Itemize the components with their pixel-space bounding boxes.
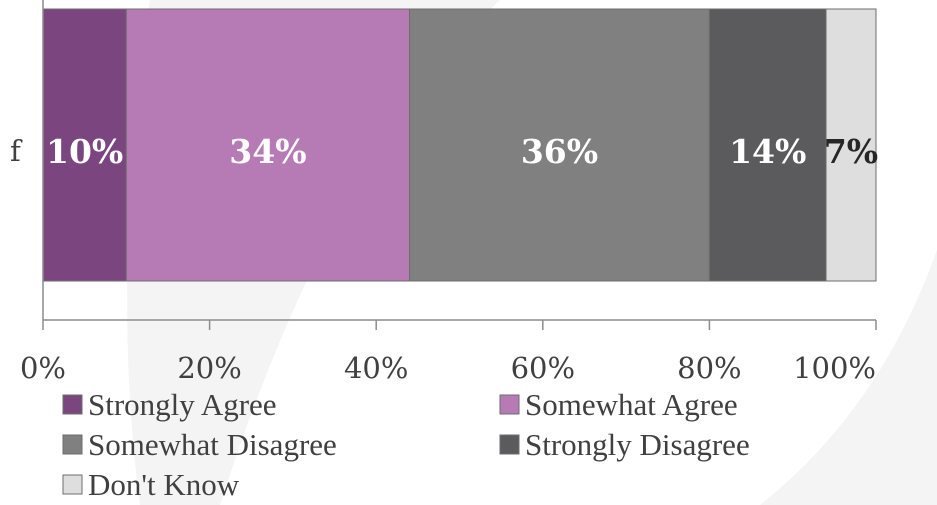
legend-label: Somewhat Agree	[525, 387, 738, 422]
bar-segment-somewhat-disagree	[409, 8, 710, 282]
bar-segment-somewhat-agree	[125, 8, 411, 282]
legend-label: Strongly Agree	[88, 387, 277, 422]
data-label: 34%	[229, 132, 306, 171]
x-tick-label: 100%	[793, 351, 876, 385]
x-tick-label: 40%	[344, 351, 408, 385]
x-tick-label: 20%	[177, 351, 241, 385]
legend-swatch	[499, 434, 520, 455]
x-tick-label: 0%	[20, 351, 66, 385]
data-label: 7%	[824, 132, 878, 171]
legend-swatch	[499, 394, 520, 415]
x-tick-label: 80%	[677, 351, 741, 385]
x-axis-ticks	[42, 320, 877, 330]
data-labels: 10% 34% 36% 14% 7%	[46, 132, 878, 171]
data-label: 36%	[521, 132, 598, 171]
bar-segment-strongly-agree	[42, 8, 127, 282]
x-axis-tick-labels: 0% 20% 40% 60% 80% 100%	[20, 351, 876, 385]
legend-swatch	[62, 394, 83, 415]
bar-group	[42, 8, 877, 282]
legend-swatch	[62, 434, 83, 455]
legend-label: Don't Know	[88, 467, 240, 502]
bar-segment-don-t-know	[825, 8, 877, 282]
legend: Strongly Agree Somewhat Agree Somewhat Dis…	[62, 387, 750, 502]
data-label: 10%	[46, 132, 123, 171]
category-label: f	[10, 134, 23, 168]
legend-label: Somewhat Disagree	[88, 427, 337, 462]
x-tick-label: 60%	[511, 351, 575, 385]
bar-segment-strongly-disagree	[708, 8, 827, 282]
legend-label: Strongly Disagree	[525, 427, 750, 462]
legend-swatch	[62, 474, 83, 495]
data-label: 14%	[729, 132, 806, 171]
background-swoosh-right	[760, 250, 937, 505]
